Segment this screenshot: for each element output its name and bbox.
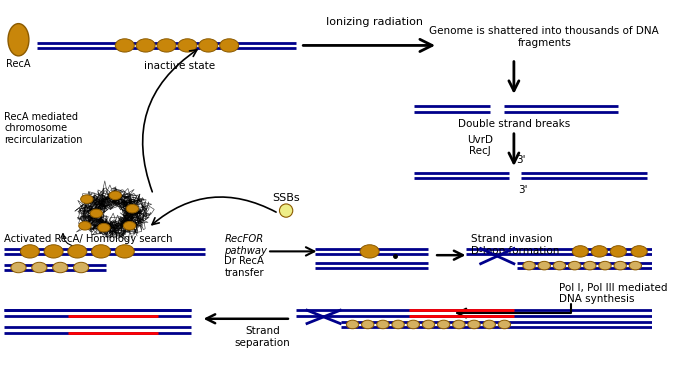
Ellipse shape	[631, 246, 647, 257]
Text: Genome is shattered into thousands of DNA
fragments: Genome is shattered into thousands of DN…	[429, 26, 659, 48]
Ellipse shape	[79, 222, 91, 230]
Ellipse shape	[347, 320, 359, 329]
Ellipse shape	[32, 262, 47, 273]
Ellipse shape	[453, 320, 465, 329]
Ellipse shape	[73, 262, 88, 273]
Text: UvrD: UvrD	[466, 135, 493, 145]
Ellipse shape	[157, 39, 176, 52]
Text: Ionizing radiation: Ionizing radiation	[326, 17, 423, 27]
Ellipse shape	[220, 39, 238, 52]
Ellipse shape	[438, 320, 450, 329]
Ellipse shape	[126, 204, 138, 213]
Ellipse shape	[178, 39, 197, 52]
Ellipse shape	[98, 223, 110, 232]
Ellipse shape	[8, 24, 29, 56]
Text: RecFOR
pathway: RecFOR pathway	[225, 234, 267, 256]
Text: inactive state: inactive state	[145, 61, 215, 71]
Ellipse shape	[279, 204, 292, 217]
Text: Strand
separation: Strand separation	[234, 326, 290, 348]
Text: 3': 3'	[519, 185, 528, 195]
Ellipse shape	[92, 245, 110, 258]
Ellipse shape	[11, 262, 26, 273]
Ellipse shape	[468, 320, 480, 329]
Ellipse shape	[392, 320, 404, 329]
Text: SSBs: SSBs	[273, 192, 300, 202]
Text: Double strand breaks: Double strand breaks	[458, 118, 570, 128]
Ellipse shape	[68, 245, 87, 258]
Ellipse shape	[538, 261, 551, 270]
Ellipse shape	[81, 195, 93, 204]
Ellipse shape	[136, 39, 155, 52]
Ellipse shape	[123, 222, 136, 230]
Ellipse shape	[53, 262, 68, 273]
Ellipse shape	[199, 39, 218, 52]
Ellipse shape	[115, 39, 134, 52]
Ellipse shape	[614, 261, 626, 270]
Ellipse shape	[610, 246, 626, 257]
Text: Strand invasion
D-loop formation: Strand invasion D-loop formation	[471, 234, 560, 256]
Text: Dr RecA
transfer: Dr RecA transfer	[225, 256, 264, 278]
Ellipse shape	[523, 261, 535, 270]
Text: RecA mediated
chromosome
recircularization: RecA mediated chromosome recircularizati…	[4, 112, 83, 145]
Ellipse shape	[569, 261, 581, 270]
Ellipse shape	[599, 261, 611, 270]
Text: Activated RecA/ Homology search: Activated RecA/ Homology search	[4, 234, 173, 244]
Ellipse shape	[553, 261, 566, 270]
Ellipse shape	[362, 320, 374, 329]
Text: RecA: RecA	[6, 59, 31, 69]
Ellipse shape	[360, 245, 379, 258]
Ellipse shape	[21, 245, 39, 258]
Ellipse shape	[109, 191, 121, 200]
Ellipse shape	[483, 320, 495, 329]
Text: RecJ: RecJ	[469, 146, 490, 156]
Text: 3': 3'	[516, 155, 525, 165]
Ellipse shape	[423, 320, 435, 329]
Ellipse shape	[44, 245, 63, 258]
Text: Pol I, Pol III mediated
DNA synthesis: Pol I, Pol III mediated DNA synthesis	[560, 283, 668, 304]
Ellipse shape	[584, 261, 596, 270]
Ellipse shape	[572, 246, 588, 257]
Ellipse shape	[115, 245, 134, 258]
Ellipse shape	[591, 246, 608, 257]
Ellipse shape	[377, 320, 389, 329]
Ellipse shape	[90, 209, 103, 218]
Ellipse shape	[498, 320, 510, 329]
Ellipse shape	[407, 320, 419, 329]
Ellipse shape	[630, 261, 642, 270]
